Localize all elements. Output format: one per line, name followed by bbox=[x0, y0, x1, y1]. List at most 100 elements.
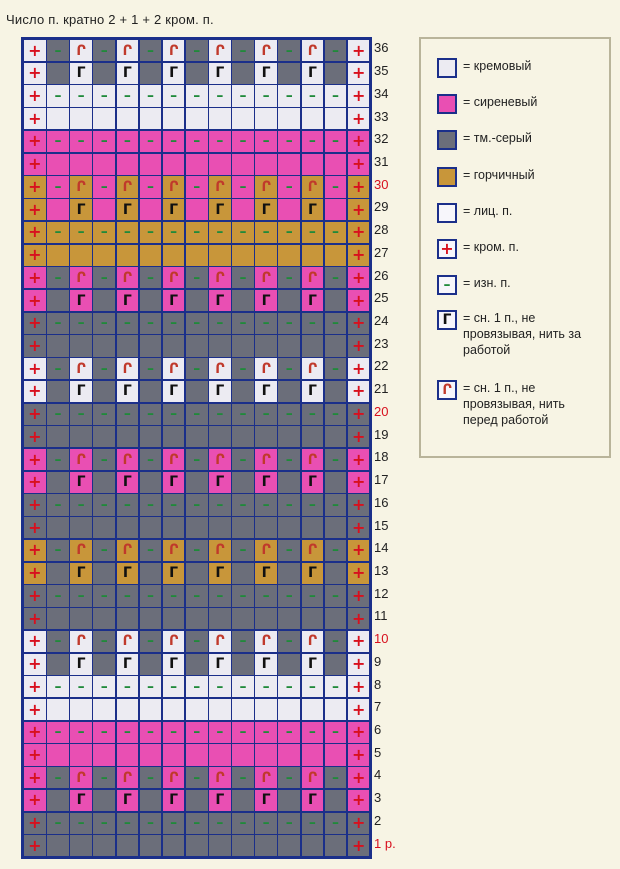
slip-back-cell: Г bbox=[300, 61, 325, 85]
slip-front-cell: Ր bbox=[300, 357, 325, 381]
purl-cell: – bbox=[138, 584, 163, 608]
stitch-symbol: – bbox=[262, 724, 270, 741]
purl-cell: – bbox=[69, 493, 93, 517]
stitch-cell bbox=[46, 107, 70, 131]
stitch-cell bbox=[323, 561, 348, 585]
stitch-cell bbox=[46, 334, 70, 358]
stitch-symbol: – bbox=[285, 769, 293, 786]
legend-item-purl: – = изн. п. bbox=[437, 275, 511, 295]
stitch-cell bbox=[115, 697, 140, 722]
edge-stitch-cell: + bbox=[23, 629, 47, 653]
stitch-symbol: – bbox=[54, 42, 62, 59]
stitch-symbol: – bbox=[170, 678, 178, 695]
stitch-symbol: Ր bbox=[307, 178, 318, 195]
legend-panel: = кремовый = сиреневый = тм.-серый = гор… bbox=[419, 37, 611, 458]
edge-stitch-cell: + bbox=[23, 402, 47, 426]
stitch-cell bbox=[138, 652, 163, 676]
slip-back-cell: Г bbox=[115, 652, 140, 676]
stitch-symbol: – bbox=[262, 406, 270, 423]
edge-stitch-cell: + bbox=[346, 357, 371, 381]
stitch-symbol: Г bbox=[76, 201, 86, 218]
edge-stitch-cell: + bbox=[23, 743, 47, 767]
stitch-symbol: + bbox=[351, 199, 366, 219]
purl-cell: – bbox=[69, 720, 93, 744]
stitch-symbol: – bbox=[54, 587, 62, 604]
stitch-symbol: – bbox=[54, 769, 62, 786]
purl-cell: – bbox=[323, 675, 348, 699]
row-number: 13 bbox=[374, 562, 389, 578]
stitch-symbol: – bbox=[100, 678, 108, 695]
stitch-symbol: – bbox=[170, 224, 178, 241]
purl-cell: – bbox=[138, 675, 163, 699]
stitch-symbol: – bbox=[285, 497, 293, 514]
slip-back-cell: Г bbox=[254, 379, 278, 404]
stitch-cell bbox=[323, 379, 348, 404]
stitch-cell bbox=[300, 834, 325, 858]
purl-cell: – bbox=[138, 311, 163, 335]
row-number: 4 bbox=[374, 767, 382, 783]
stitch-symbol: – bbox=[285, 406, 293, 423]
stitch-cell bbox=[254, 334, 278, 358]
purl-cell: – bbox=[254, 675, 278, 699]
stitch-symbol: Ր bbox=[261, 178, 271, 195]
stitch-cell bbox=[277, 379, 302, 404]
stitch-cell bbox=[184, 243, 209, 267]
stitch-symbol: Г bbox=[215, 656, 225, 673]
row-number: 34 bbox=[374, 85, 389, 101]
stitch-cell bbox=[323, 607, 348, 631]
purl-cell: – bbox=[46, 220, 70, 244]
edge-stitch-cell: + bbox=[346, 743, 371, 767]
purl-cell: – bbox=[46, 311, 70, 335]
stitch-cell bbox=[184, 288, 209, 313]
slip-back-cell: Г bbox=[69, 61, 93, 85]
stitch-symbol: Ր bbox=[122, 42, 132, 59]
stitch-symbol: + bbox=[28, 358, 42, 378]
stitch-cell: – bbox=[138, 266, 163, 290]
stitch-cell bbox=[323, 61, 348, 85]
stitch-cell: – bbox=[231, 175, 255, 199]
stitch-symbol: + bbox=[351, 267, 366, 287]
stitch-symbol: Г bbox=[122, 65, 132, 82]
stitch-symbol: – bbox=[332, 497, 340, 514]
row-number: 9 bbox=[374, 653, 382, 669]
stitch-cell: – bbox=[323, 448, 348, 472]
purl-cell: – bbox=[184, 84, 209, 108]
stitch-symbol: – bbox=[332, 678, 340, 695]
edge-stitch-cell: + bbox=[23, 788, 47, 813]
slip-front-cell: Ր bbox=[208, 766, 232, 790]
row-number: 16 bbox=[374, 494, 389, 510]
stitch-cell bbox=[161, 834, 186, 858]
stitch-symbol: – bbox=[308, 406, 316, 423]
stitch-symbol: – bbox=[54, 724, 62, 741]
purl-cell: – bbox=[161, 675, 186, 699]
edge-stitch-cell: + bbox=[23, 198, 47, 222]
slip-back-cell: Г bbox=[115, 379, 140, 404]
stitch-cell: – bbox=[138, 357, 163, 381]
stitch-symbol: – bbox=[285, 133, 293, 150]
slip-back-cell: Г bbox=[69, 561, 93, 585]
stitch-symbol: Ր bbox=[168, 633, 179, 650]
purl-cell: – bbox=[300, 493, 325, 517]
purl-cell: – bbox=[69, 220, 93, 244]
slip-back-cell: Г bbox=[69, 788, 93, 813]
stitch-cell bbox=[115, 834, 140, 858]
purl-cell: – bbox=[115, 675, 140, 699]
stitch-symbol: Г bbox=[261, 292, 271, 309]
stitch-symbol: – bbox=[239, 178, 247, 195]
edge-stitch-cell: + bbox=[23, 61, 47, 85]
edge-stitch-cell: + bbox=[23, 675, 47, 699]
stitch-symbol: – bbox=[239, 269, 247, 286]
stitch-symbol: – bbox=[285, 269, 293, 286]
purl-cell: – bbox=[208, 720, 232, 744]
stitch-symbol: – bbox=[170, 315, 178, 332]
stitch-cell: – bbox=[46, 448, 70, 472]
stitch-symbol: Г bbox=[169, 383, 179, 400]
slip-back-cell: Г bbox=[300, 198, 325, 222]
stitch-cell bbox=[300, 334, 325, 358]
stitch-symbol: – bbox=[100, 406, 108, 423]
stitch-symbol: Г bbox=[169, 656, 179, 673]
slip-back-cell: Г bbox=[208, 561, 232, 585]
stitch-symbol: – bbox=[100, 88, 108, 105]
slip-front-cell: Ր bbox=[300, 538, 325, 563]
purl-cell: – bbox=[231, 220, 255, 244]
